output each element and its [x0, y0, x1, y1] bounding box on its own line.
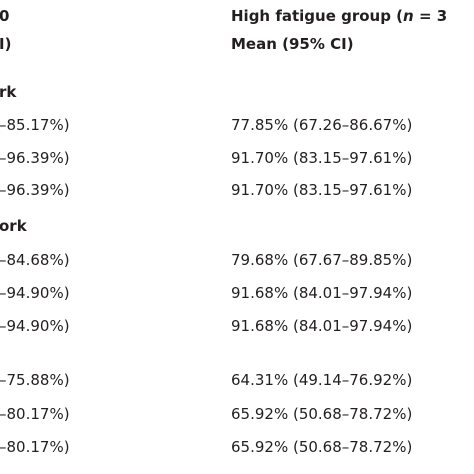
header-text: = 3	[413, 7, 448, 25]
header-text: High fatigue group (	[231, 7, 404, 25]
cell-left: –96.39%)	[0, 149, 70, 167]
cell-left: –96.39%)	[0, 181, 70, 199]
header-left: 0	[0, 7, 10, 25]
cell-left: –85.17%)	[0, 116, 70, 134]
cell-right: 77.85% (67.26–86.67%)	[231, 116, 413, 134]
header-left: I)	[0, 35, 12, 53]
cell-left: –80.17%)	[0, 438, 70, 456]
section-label: ork	[0, 217, 27, 235]
cell-left: –94.90%)	[0, 317, 70, 335]
cell-right: 65.92% (50.68–78.72%)	[231, 438, 413, 456]
header-right: High fatigue group (n = 3	[231, 6, 447, 26]
section-label: rk	[0, 83, 17, 101]
cell-right: 91.68% (84.01–97.94%)	[231, 284, 413, 302]
cell-left: –75.88%)	[0, 371, 70, 389]
header-right: Mean (95% CI)	[231, 35, 354, 53]
cell-right: 91.70% (83.15–97.61%)	[231, 149, 413, 167]
header-n: n	[403, 7, 414, 25]
cell-right: 91.70% (83.15–97.61%)	[231, 181, 413, 199]
cell-right: 65.92% (50.68–78.72%)	[231, 405, 413, 423]
cell-left: –94.90%)	[0, 284, 70, 302]
cell-right: 91.68% (84.01–97.94%)	[231, 317, 413, 335]
cell-right: 79.68% (67.67–89.85%)	[231, 251, 413, 269]
cell-right: 64.31% (49.14–76.92%)	[231, 371, 413, 389]
cell-left: –80.17%)	[0, 405, 70, 423]
cell-left: –84.68%)	[0, 251, 70, 269]
